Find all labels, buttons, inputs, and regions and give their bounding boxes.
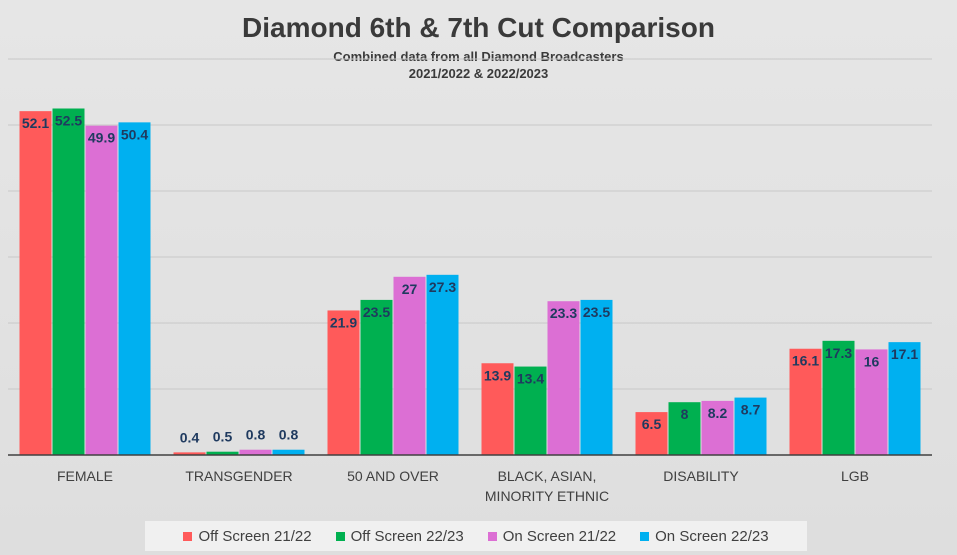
data-label: 52.1 [22,115,49,131]
data-label: 8 [681,406,689,422]
bar [52,108,85,455]
data-label: 27 [402,281,418,297]
bar [855,349,888,455]
legend-label: On Screen 22/23 [655,527,769,545]
legend-swatch-on-screen-21-22 [487,531,497,541]
bar [19,111,52,455]
chart-title: Diamond 6th & 7th Cut Comparison [242,12,715,43]
data-label: 0.4 [180,429,200,445]
category-label: DISABILITY [663,468,739,484]
data-label: 23.3 [550,305,577,321]
bar [580,299,613,455]
bar [360,299,393,455]
data-label: 16.1 [792,353,819,369]
bar [789,348,822,455]
data-label: 8.7 [741,402,761,418]
bar [701,400,734,455]
bar [481,363,514,455]
bar [85,125,118,455]
data-label: 52.5 [55,113,82,129]
category-label: MINORITY ETHNIC [485,488,609,504]
bar [272,449,305,455]
legend-swatch-on-screen-22-23 [640,531,650,541]
data-label: 50.4 [121,126,148,142]
data-label: 17.1 [891,346,918,362]
data-label: 27.3 [429,279,456,295]
data-label: 0.8 [246,427,266,443]
legend-label: On Screen 21/22 [502,527,617,545]
legend-swatch-off-screen-22-23 [335,531,345,541]
data-label: 6.5 [642,416,662,432]
bar [393,276,426,455]
bar [888,342,921,455]
category-label: BLACK, ASIAN, [498,468,597,484]
chart-subtitle-line-1: Combined data from all Diamond Broadcast… [333,49,624,64]
data-label: 0.8 [279,427,299,443]
legend-swatch-off-screen-21-22 [183,531,193,541]
category-label: 50 AND OVER [347,468,439,484]
legend-item-off-screen-22-23[interactable]: Off Screen 22/23 [335,527,464,545]
chart-subtitle-line-2: 2021/2022 & 2022/2023 [408,66,549,81]
data-label: 23.5 [363,304,390,320]
data-label: 17.3 [825,345,852,361]
data-label: 0.5 [213,429,233,445]
data-label: 49.9 [88,130,115,146]
data-label: 13.4 [517,371,544,387]
bar [206,451,239,455]
chart-legend: Off Screen 21/22 Off Screen 22/23 On Scr… [145,521,807,551]
category-label: LGB [841,468,869,484]
legend-item-on-screen-21-22[interactable]: On Screen 21/22 [487,527,617,545]
legend-item-on-screen-22-23[interactable]: On Screen 22/23 [640,527,769,545]
bar [426,274,459,455]
category-label: TRANSGENDER [185,468,292,484]
bar [173,452,206,455]
bar [118,122,151,456]
data-label: 8.2 [708,405,728,421]
data-label: 21.9 [330,314,357,330]
bar [514,366,547,455]
legend-item-off-screen-21-22[interactable]: Off Screen 21/22 [183,527,312,545]
bar-chart: 52.1 52.5 49.9 50.4 FEMALE 0.4 0.5 0.8 0.8 TRANSG… [8,58,932,504]
bar [327,310,360,455]
bar [239,449,272,455]
bar [734,397,767,455]
data-label: 13.9 [484,367,511,383]
bar [668,402,701,455]
category-label: FEMALE [57,468,113,484]
bar [635,412,668,455]
legend-label: Off Screen 22/23 [350,527,464,545]
bar [822,340,855,455]
legend-label: Off Screen 21/22 [198,527,312,545]
bar [547,301,580,455]
data-label: 23.5 [583,304,610,320]
data-label: 16 [864,353,880,369]
